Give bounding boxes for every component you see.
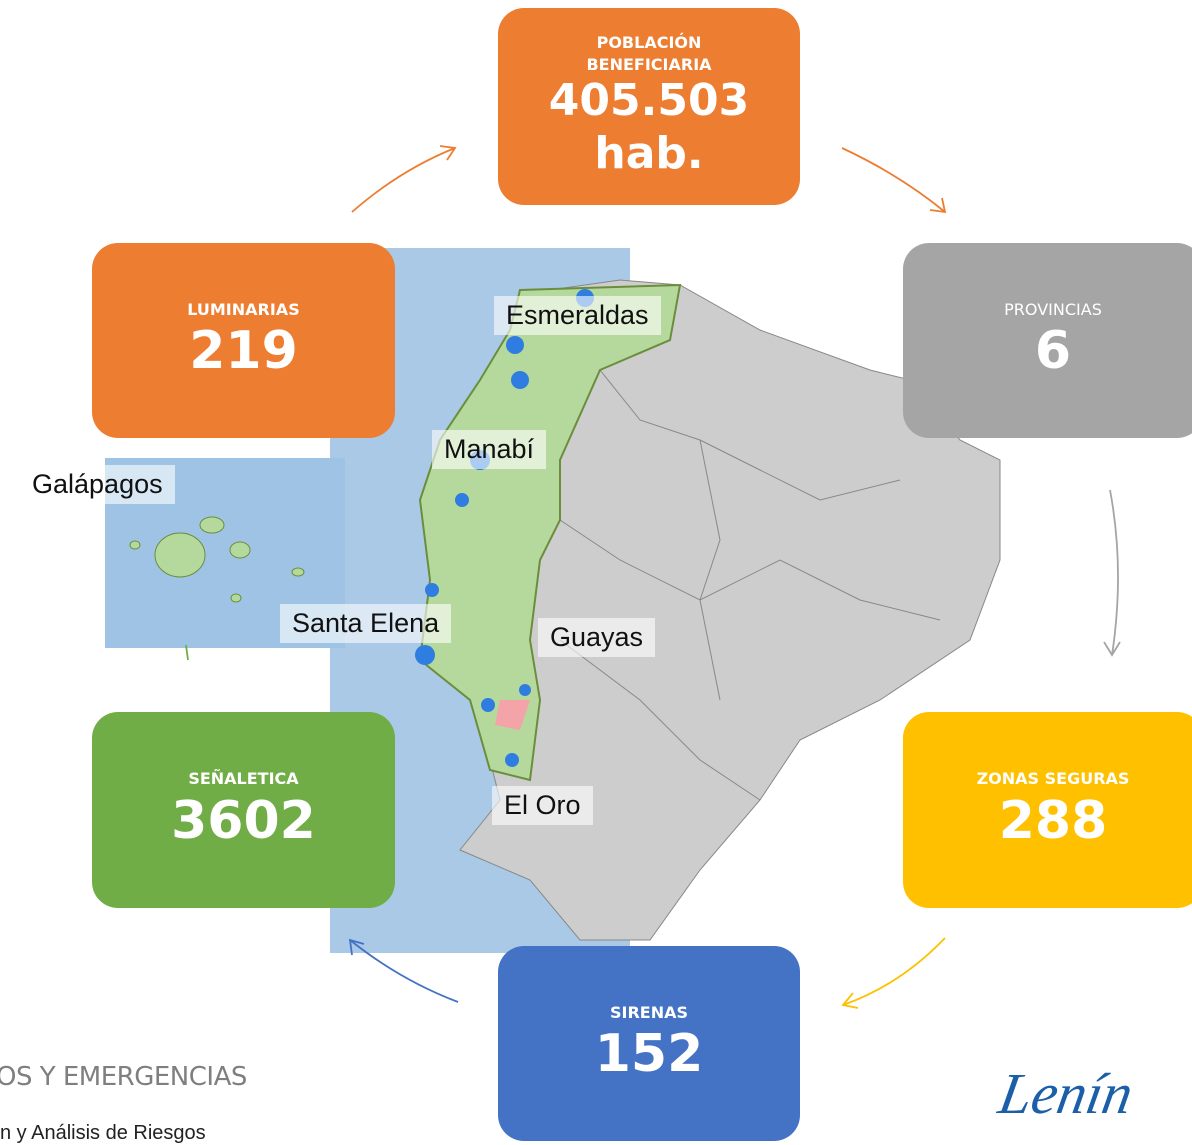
kpi-box: ZONAS SEGURAS 288 xyxy=(903,712,1192,908)
kpi-value: 219 xyxy=(189,320,298,382)
kpi-value: 3602 xyxy=(171,790,316,852)
kpi-title: SEÑALETICA xyxy=(188,768,298,790)
kpi-value: 288 xyxy=(999,790,1108,852)
kpi-box: POBLACIÓN BENEFICIARIA 405.503 hab. xyxy=(498,8,800,205)
kpi-title: ZONAS SEGURAS xyxy=(977,768,1130,790)
map-label: Santa Elena xyxy=(280,604,451,643)
map-label: Galápagos xyxy=(20,465,175,504)
kpi-title: LUMINARIAS xyxy=(187,299,299,321)
kpi-box: SEÑALETICA 3602 xyxy=(92,712,395,908)
signature: Lenín xyxy=(994,1060,1138,1127)
kpi-box: LUMINARIAS 219 xyxy=(92,243,395,438)
map-label: El Oro xyxy=(492,786,593,825)
footer-unit: n y Análisis de Riesgos xyxy=(0,1122,206,1145)
kpi-box: PROVINCIAS 6 xyxy=(903,243,1192,438)
kpi-value: 405.503 xyxy=(549,75,749,128)
kpi-title: SIRENAS xyxy=(610,1002,688,1024)
page: POBLACIÓN BENEFICIARIA 405.503 hab. PROV… xyxy=(0,0,1192,1141)
kpi-unit: hab. xyxy=(594,128,703,181)
kpi-title: POBLACIÓN BENEFICIARIA xyxy=(564,32,734,75)
kpi-value: 152 xyxy=(595,1023,704,1085)
footer-org: OS Y EMERGENCIAS xyxy=(0,1062,247,1092)
kpi-value: 6 xyxy=(1035,320,1071,382)
map-label: Guayas xyxy=(538,618,655,657)
kpi-box: SIRENAS 152 xyxy=(498,946,800,1141)
map-label: Esmeraldas xyxy=(494,296,661,335)
kpi-title: PROVINCIAS xyxy=(1004,299,1102,321)
map-label: Manabí xyxy=(432,430,546,469)
